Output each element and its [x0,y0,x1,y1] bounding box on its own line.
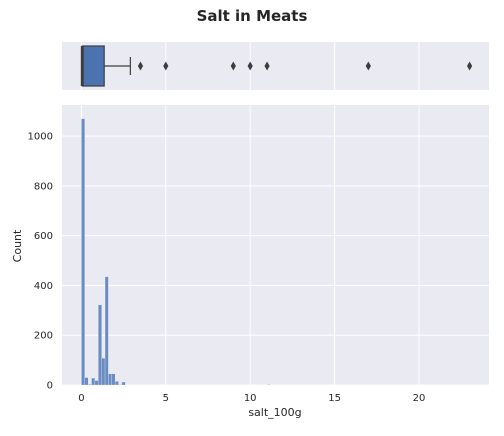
histogram-bar [108,374,111,385]
histogram-bar [102,358,105,385]
y-tick-label: 400 [34,281,53,292]
y-tick-label: 0 [47,381,53,392]
y-tick-label: 200 [34,331,53,342]
x-tick-label: 0 [78,393,84,404]
y-axis-label: Count [11,229,24,262]
x-tick-label: 20 [413,393,426,404]
histogram-bar [95,381,98,385]
histogram-bar [122,382,125,385]
x-axis-label: salt_100g [248,406,301,419]
y-tick-label: 800 [34,181,53,192]
histogram-bar [81,119,84,385]
histogram-bar [98,305,101,385]
histogram-bar [92,378,95,385]
x-tick-label: 10 [244,393,257,404]
histogram-bar [105,277,108,385]
chart-title: Salt in Meats [197,7,308,25]
histogram-bar [85,378,88,385]
y-tick-label: 1000 [28,132,53,143]
x-tick-label: 5 [163,393,169,404]
y-tick-label: 600 [34,231,53,242]
histogram-bar [112,374,115,385]
boxplot-box [82,46,104,86]
histogram-panel-background [62,105,489,385]
x-tick-label: 15 [328,393,341,404]
histogram-bar [88,384,91,385]
histogram-bar [115,381,118,385]
